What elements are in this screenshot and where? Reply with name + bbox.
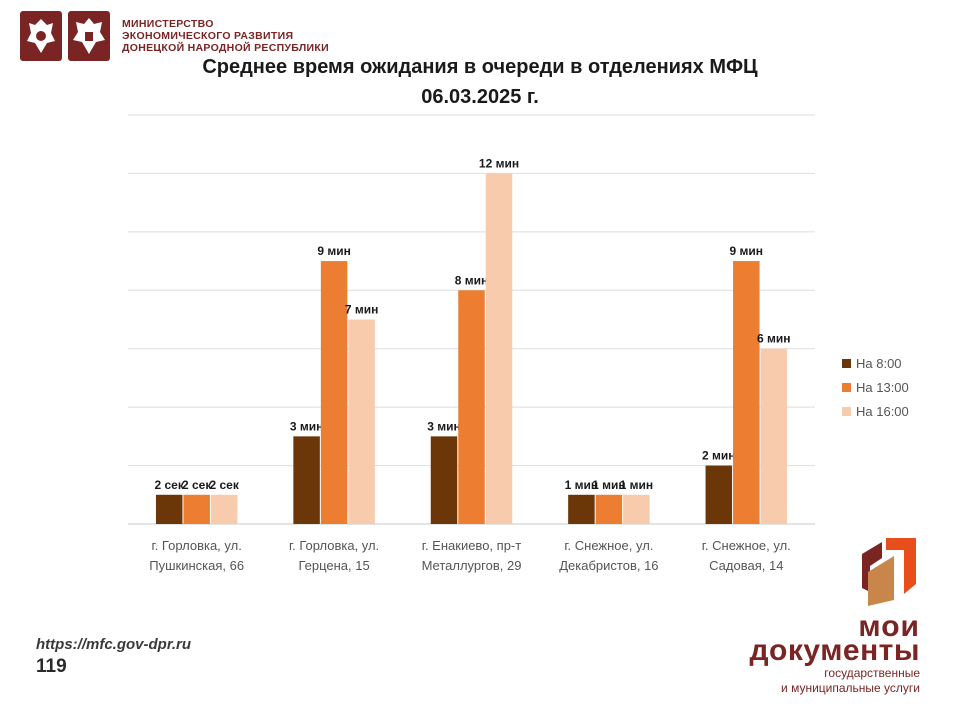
data-label: 3 мин bbox=[290, 419, 324, 433]
data-label: 2 сек bbox=[182, 478, 212, 492]
legend-swatch bbox=[842, 359, 851, 368]
bar bbox=[485, 173, 513, 524]
category-label: г. Горловка, ул. bbox=[152, 538, 242, 553]
legend-label: На 8:00 bbox=[856, 356, 902, 371]
data-label: 1 мин bbox=[565, 478, 599, 492]
bar bbox=[320, 261, 348, 524]
data-label: 9 мин bbox=[317, 244, 351, 258]
data-label: 6 мин bbox=[757, 332, 791, 346]
data-label: 2 мин bbox=[702, 449, 736, 463]
bar bbox=[183, 494, 210, 524]
data-label: 3 мин bbox=[427, 419, 461, 433]
category-label: г. Снежное, ул. bbox=[702, 538, 791, 553]
bar bbox=[348, 319, 375, 524]
brand-line-4: и муниципальные услуги bbox=[781, 681, 920, 695]
bar bbox=[568, 494, 595, 524]
chart-subtitle-date: 06.03.2025 г. bbox=[421, 86, 539, 108]
bar bbox=[733, 261, 760, 524]
bar bbox=[595, 494, 623, 524]
category-label: Садовая, 14 bbox=[709, 558, 783, 573]
brand-line-1: мои bbox=[858, 610, 920, 643]
category-label: Пушкинская, 66 bbox=[149, 558, 244, 573]
legend-swatch bbox=[842, 383, 851, 392]
legend-label: На 13:00 bbox=[856, 380, 909, 395]
ministry-line-3: ДОНЕЦКОЙ НАРОДНОЙ РЕСПУБЛИКИ bbox=[122, 42, 329, 54]
bar bbox=[760, 348, 788, 524]
data-label: 2 сек bbox=[155, 478, 185, 492]
brand-line-3: государственные bbox=[824, 666, 920, 680]
category-label: г. Енакиево, пр-т bbox=[422, 538, 521, 553]
legend-label: На 16:00 bbox=[856, 404, 909, 419]
ministry-line-2: ЭКОНОМИЧЕСКОГО РАЗВИТИЯ bbox=[122, 30, 294, 42]
category-label: Герцена, 15 bbox=[298, 558, 369, 573]
legend-swatch bbox=[842, 407, 851, 416]
moi-dokumenty-logo: мои документы государственные и муниципа… bbox=[720, 530, 920, 700]
ministry-line-1: МИНИСТЕРСТВО bbox=[122, 18, 214, 30]
category-label: Металлургов, 29 bbox=[422, 558, 522, 573]
data-label: 7 мин bbox=[345, 303, 379, 317]
bar bbox=[623, 494, 650, 524]
dpr-coat-of-arms-icon bbox=[68, 11, 110, 61]
category-label: г. Горловка, ул. bbox=[289, 538, 379, 553]
data-label: 12 мин bbox=[479, 156, 519, 170]
moi-dokumenty-shield-icon bbox=[862, 538, 916, 606]
bar bbox=[458, 290, 485, 524]
website-url[interactable]: https://mfc.gov-dpr.ru bbox=[36, 636, 191, 653]
ministry-name: МИНИСТЕРСТВО ЭКОНОМИЧЕСКОГО РАЗВИТИЯ ДОН… bbox=[122, 18, 329, 54]
bar bbox=[155, 494, 183, 524]
bar bbox=[705, 465, 733, 524]
category-label: г. Снежное, ул. bbox=[564, 538, 653, 553]
bar bbox=[293, 436, 320, 524]
page-number: 119 bbox=[36, 656, 67, 677]
bar bbox=[430, 436, 458, 524]
data-label: 1 мин bbox=[620, 478, 654, 492]
russia-coat-of-arms-icon bbox=[20, 11, 62, 61]
chart-title: Среднее время ожидания в очереди в отдел… bbox=[202, 56, 758, 78]
data-label: 8 мин bbox=[455, 273, 489, 287]
bar bbox=[210, 494, 238, 524]
brand-line-2: документы bbox=[749, 634, 920, 667]
data-label: 9 мин bbox=[730, 244, 764, 258]
header: МИНИСТЕРСТВО ЭКОНОМИЧЕСКОГО РАЗВИТИЯ ДОН… bbox=[20, 10, 329, 62]
category-label: Декабристов, 16 bbox=[559, 558, 658, 573]
data-label: 1 мин bbox=[592, 478, 626, 492]
data-label: 2 сек bbox=[210, 478, 240, 492]
